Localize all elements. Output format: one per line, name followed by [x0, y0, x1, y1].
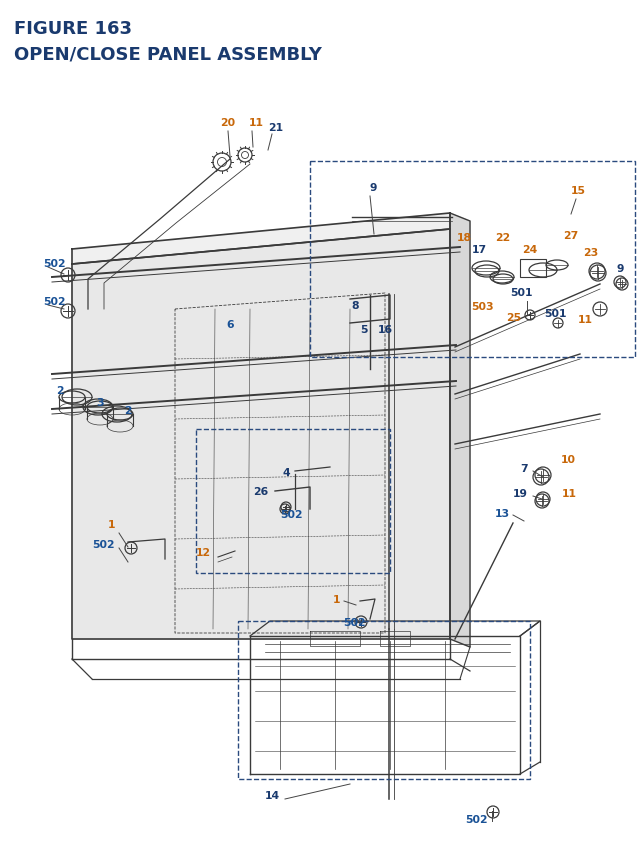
Bar: [238, 622, 530, 779]
Text: 6: 6: [226, 319, 234, 330]
Polygon shape: [72, 230, 450, 639]
Text: 4: 4: [282, 468, 290, 478]
Text: 9: 9: [369, 183, 377, 193]
Text: 502: 502: [43, 297, 66, 307]
Text: 14: 14: [265, 790, 280, 800]
Text: 11: 11: [249, 118, 264, 127]
Text: 502: 502: [280, 510, 303, 519]
Text: 503: 503: [472, 301, 494, 312]
Text: 10: 10: [561, 455, 576, 464]
Text: 502: 502: [465, 814, 488, 824]
Text: 21: 21: [268, 123, 283, 133]
Bar: [520, 260, 546, 278]
Text: 2: 2: [56, 386, 63, 395]
Text: 502: 502: [344, 617, 366, 628]
Bar: [196, 430, 390, 573]
Text: OPEN/CLOSE PANEL ASSEMBLY: OPEN/CLOSE PANEL ASSEMBLY: [14, 45, 322, 63]
Text: 23: 23: [584, 248, 598, 257]
Text: 501: 501: [509, 288, 532, 298]
Bar: [310, 162, 635, 357]
Text: 502: 502: [92, 539, 115, 549]
Text: 11: 11: [562, 488, 577, 499]
Polygon shape: [450, 214, 470, 647]
Text: 9: 9: [617, 263, 625, 274]
Text: 11: 11: [577, 314, 593, 325]
Text: 17: 17: [472, 245, 486, 255]
Text: 502: 502: [43, 258, 66, 269]
Text: 27: 27: [563, 231, 579, 241]
Text: 25: 25: [506, 313, 522, 323]
Text: 501: 501: [544, 308, 566, 319]
Text: 16: 16: [378, 325, 393, 335]
Text: 15: 15: [571, 186, 586, 195]
Text: 7: 7: [520, 463, 528, 474]
Text: 19: 19: [513, 488, 528, 499]
Text: 12: 12: [196, 548, 211, 557]
Text: 3: 3: [96, 398, 104, 407]
Text: 5: 5: [360, 325, 368, 335]
Text: 1: 1: [108, 519, 115, 530]
Text: FIGURE 163: FIGURE 163: [14, 20, 132, 38]
Text: 22: 22: [495, 232, 511, 243]
Polygon shape: [72, 214, 450, 264]
Text: 24: 24: [522, 245, 538, 255]
Text: 20: 20: [220, 118, 236, 127]
Text: 2: 2: [124, 406, 132, 416]
Text: 18: 18: [456, 232, 472, 243]
Text: 13: 13: [495, 508, 510, 518]
Text: 26: 26: [253, 486, 268, 497]
Text: 1: 1: [333, 594, 340, 604]
Text: 8: 8: [351, 300, 359, 311]
